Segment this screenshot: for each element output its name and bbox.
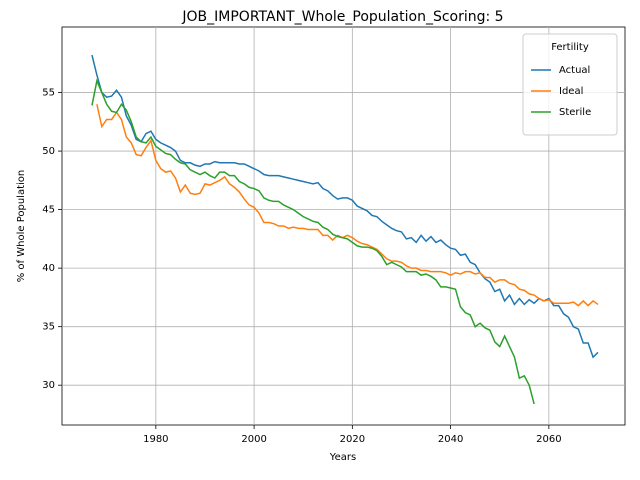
y-tick-label: 35 [42,322,55,333]
x-tick-label: 2040 [438,434,463,445]
legend-box [522,33,618,136]
x-tick-label: 2020 [340,434,365,445]
legend-label: Ideal [559,86,583,97]
x-axis-label: Years [329,452,356,463]
y-axis-label: % of Whole Population [16,170,27,283]
x-tick-label: 1980 [143,434,168,445]
legend-label: Actual [559,65,590,76]
series-line [91,78,535,405]
series-line [91,54,599,359]
y-tick-label: 45 [42,205,55,216]
legend-title: Fertility [551,42,589,53]
legend-label: Sterile [559,107,591,118]
y-tick-label: 30 [42,380,55,391]
chart-title: JOB_IMPORTANT_Whole_Population_Scoring: … [181,9,503,25]
series-line [96,104,599,307]
y-tick-label: 55 [42,88,55,99]
y-tick-label: 40 [42,263,55,274]
y-tick-label: 50 [42,146,55,157]
plot-frame [61,26,626,426]
x-tick-label: 2000 [241,434,266,445]
x-tick-label: 2060 [536,434,561,445]
